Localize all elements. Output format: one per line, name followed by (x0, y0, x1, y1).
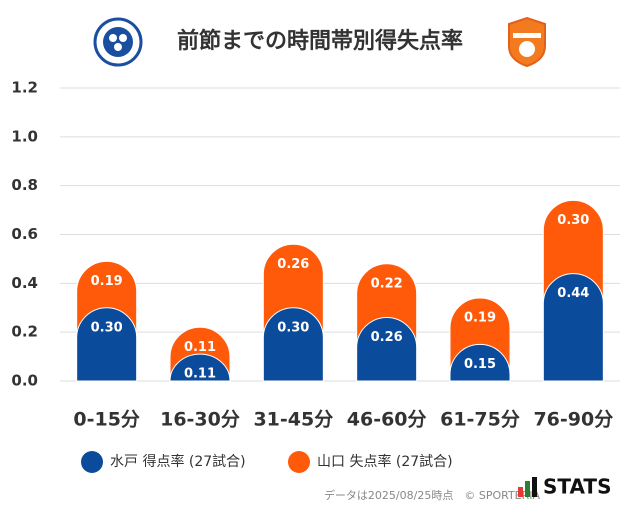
y-tick-label: 0.6 (11, 225, 38, 243)
legend-label: 山口 失点率 (27試合) (317, 453, 453, 470)
value-label: 0.11 (184, 340, 216, 355)
y-tick-label: 1.0 (11, 127, 38, 145)
value-label: 0.19 (91, 274, 123, 289)
x-tick-label: 0-15分 (73, 409, 140, 431)
bar-segment (542, 273, 604, 382)
value-label: 0.15 (464, 357, 496, 372)
footnote: データは2025/08/25時点 © SPORTERIA (324, 488, 541, 502)
away-emblem (508, 16, 546, 68)
value-label: 0.26 (371, 330, 403, 345)
x-tick-label: 61-75分 (440, 409, 520, 431)
legend-label: 水戸 得点率 (27試合) (110, 453, 246, 470)
legend-marker (288, 451, 310, 473)
value-label: 0.30 (91, 320, 123, 335)
bar-segment (76, 307, 138, 382)
y-tick-label: 0.0 (11, 372, 38, 390)
bar-segment (262, 307, 324, 382)
y-tick-label: 0.2 (11, 323, 38, 341)
chart-title: 前節までの時間帯別得失点率 (177, 28, 463, 54)
value-label: 0.30 (277, 320, 309, 335)
bar-segment (356, 317, 418, 382)
value-label: 0.44 (557, 286, 589, 301)
value-label: 0.22 (371, 276, 403, 291)
value-label: 0.11 (184, 367, 216, 382)
value-label: 0.30 (557, 213, 589, 228)
x-tick-label: 76-90分 (533, 409, 613, 431)
x-tick-label: 46-60分 (347, 409, 427, 431)
bar-segment (169, 353, 231, 382)
y-tick-label: 1.2 (11, 79, 38, 97)
bar-segment (449, 343, 511, 382)
legend-marker (81, 451, 103, 473)
home-emblem (93, 17, 143, 67)
brand-logo: STATS (518, 475, 611, 499)
value-label: 0.26 (277, 257, 309, 272)
y-tick-label: 0.8 (11, 176, 38, 194)
brand: STATS (543, 475, 611, 499)
value-label: 0.19 (464, 310, 496, 325)
x-tick-label: 16-30分 (160, 409, 240, 431)
x-tick-label: 31-45分 (253, 409, 333, 431)
y-tick-label: 0.4 (11, 274, 38, 292)
